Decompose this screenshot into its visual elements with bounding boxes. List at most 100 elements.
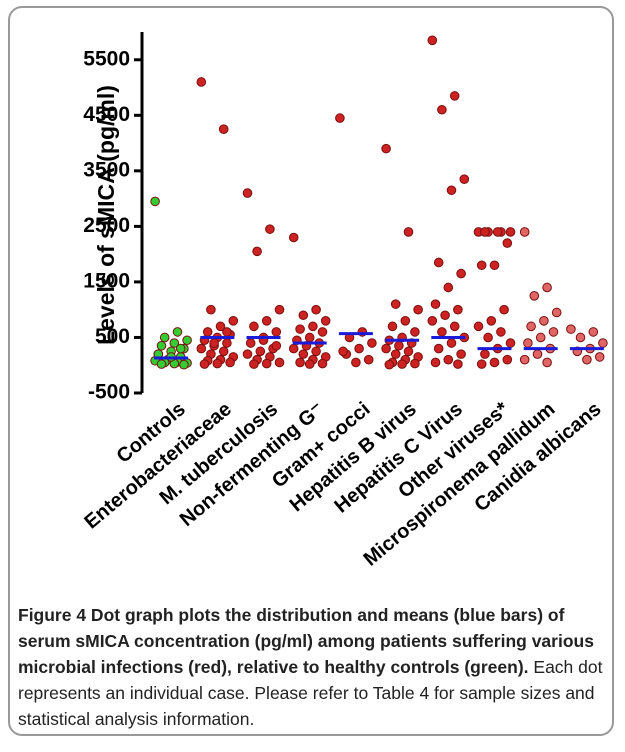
data-point bbox=[351, 357, 361, 368]
data-point bbox=[199, 359, 210, 369]
data-point bbox=[499, 304, 509, 315]
data-point bbox=[476, 359, 487, 369]
data-point bbox=[156, 340, 167, 351]
data-point bbox=[172, 327, 183, 337]
data-point bbox=[288, 343, 299, 354]
data-point bbox=[265, 224, 275, 234]
data-point bbox=[483, 332, 493, 343]
data-point bbox=[440, 310, 450, 321]
data-point bbox=[222, 327, 232, 337]
data-point bbox=[367, 338, 377, 348]
chart: Levels of sMICA (pg/ml) -500 500 1500 2500 3… bbox=[80, 32, 608, 571]
data-point bbox=[274, 357, 285, 368]
data-point bbox=[539, 316, 549, 326]
data-point bbox=[427, 316, 438, 326]
data-point bbox=[390, 349, 401, 359]
data-point bbox=[526, 321, 536, 332]
data-point bbox=[242, 349, 253, 359]
data-point bbox=[169, 338, 180, 348]
data-point bbox=[480, 349, 490, 359]
data-point bbox=[437, 327, 447, 337]
data-point bbox=[502, 238, 513, 248]
data-point bbox=[298, 310, 309, 321]
y-tick-label: 4500 bbox=[83, 103, 130, 126]
data-point bbox=[308, 321, 318, 332]
data-point bbox=[542, 357, 552, 368]
data-point bbox=[295, 324, 305, 334]
caption: Figure 4 Dot graph plots the distributio… bbox=[18, 602, 614, 732]
y-tick-label: 500 bbox=[95, 325, 130, 348]
data-point bbox=[430, 299, 441, 309]
data-point bbox=[575, 332, 586, 343]
data-point bbox=[400, 316, 411, 326]
data-point bbox=[397, 359, 407, 369]
data-point bbox=[218, 346, 229, 357]
y-tick-label: 5500 bbox=[83, 47, 130, 70]
data-point bbox=[274, 304, 285, 315]
data-point bbox=[551, 307, 562, 318]
data-point bbox=[261, 358, 272, 369]
data-point bbox=[394, 340, 404, 351]
data-point bbox=[486, 316, 497, 326]
data-point bbox=[202, 327, 213, 337]
data-point bbox=[519, 227, 530, 237]
data-point bbox=[588, 327, 599, 337]
data-point bbox=[390, 299, 401, 309]
data-point bbox=[459, 174, 470, 184]
data-point bbox=[271, 340, 282, 351]
data-point bbox=[311, 346, 321, 357]
data-point bbox=[433, 343, 444, 354]
data-point bbox=[381, 143, 391, 154]
data-point bbox=[317, 358, 328, 369]
data-point bbox=[335, 113, 345, 123]
data-point bbox=[505, 227, 516, 237]
data-point bbox=[218, 124, 229, 134]
data-point bbox=[548, 327, 559, 337]
data-point bbox=[535, 332, 546, 343]
data-point bbox=[295, 357, 305, 368]
data-point bbox=[212, 358, 223, 369]
data-point bbox=[519, 354, 530, 365]
data-point bbox=[492, 227, 503, 237]
data-point bbox=[387, 321, 398, 332]
data-point bbox=[410, 358, 420, 369]
data-point bbox=[175, 343, 186, 354]
data-point bbox=[427, 35, 438, 46]
data-point bbox=[298, 349, 309, 359]
data-point bbox=[476, 260, 487, 271]
data-point bbox=[209, 338, 219, 348]
data-point bbox=[582, 354, 592, 365]
data-point bbox=[338, 346, 348, 357]
data-point bbox=[288, 232, 299, 243]
data-point bbox=[320, 316, 331, 326]
data-point bbox=[489, 357, 500, 368]
data-point bbox=[206, 304, 216, 315]
data-point bbox=[413, 304, 423, 315]
data-point bbox=[384, 359, 395, 370]
data-point bbox=[430, 357, 441, 368]
y-tick-label: 3500 bbox=[83, 158, 130, 181]
y-tick-label: -500 bbox=[88, 381, 130, 404]
data-point bbox=[150, 196, 160, 207]
data-point bbox=[594, 352, 605, 362]
data-point bbox=[245, 338, 256, 348]
data-point bbox=[532, 349, 543, 359]
data-point bbox=[446, 338, 457, 348]
data-point bbox=[443, 282, 454, 293]
data-point bbox=[566, 324, 576, 334]
data-point bbox=[453, 359, 463, 369]
data-point bbox=[249, 359, 259, 369]
data-point bbox=[433, 257, 444, 268]
data-point bbox=[598, 338, 608, 348]
data-point bbox=[225, 357, 235, 368]
data-point bbox=[403, 346, 414, 357]
data-point bbox=[304, 332, 315, 343]
data-point bbox=[443, 354, 454, 365]
data-point bbox=[182, 335, 192, 346]
data-point bbox=[156, 359, 167, 369]
y-tick-label: 2500 bbox=[83, 214, 130, 237]
data-point bbox=[480, 227, 490, 237]
data-point bbox=[403, 227, 414, 237]
caption-text: Each dot represents an individual case. … bbox=[18, 657, 603, 729]
